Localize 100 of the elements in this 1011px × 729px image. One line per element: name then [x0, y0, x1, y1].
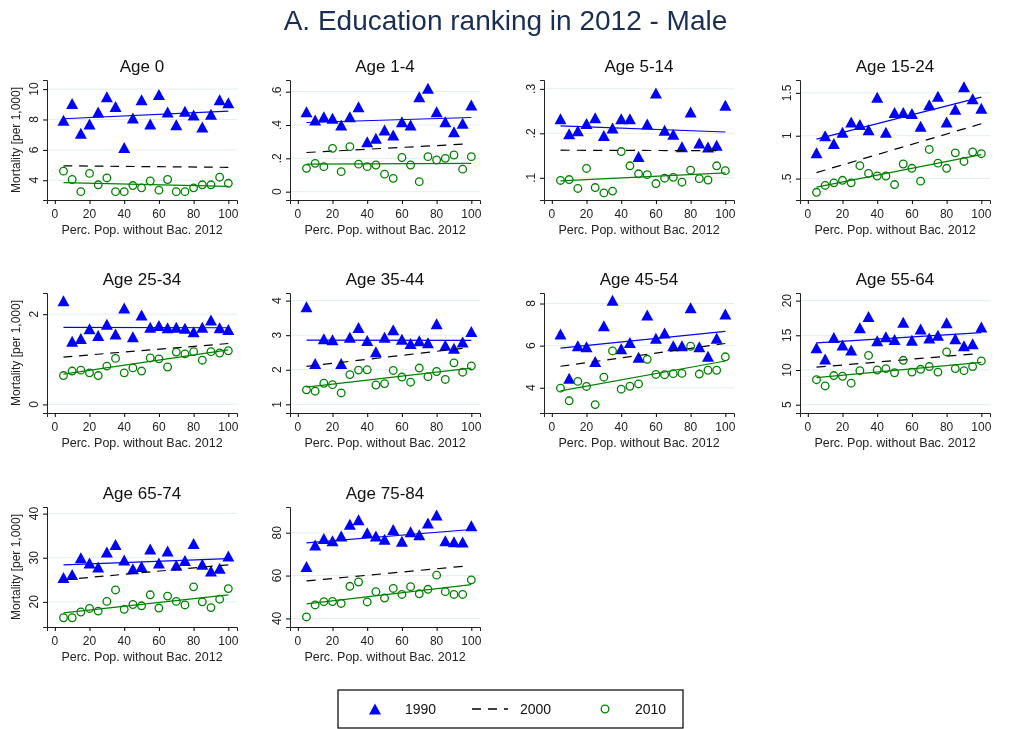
- point: [976, 149, 986, 159]
- chart-title: Age 35-44: [345, 270, 425, 289]
- point: [135, 309, 148, 321]
- point: [352, 514, 365, 526]
- x-axis-title: Perc. Pop. without Bac. 2012: [304, 223, 466, 237]
- point: [336, 388, 346, 398]
- y-tick-label: 15: [780, 328, 794, 342]
- x-tick-label: 0: [294, 634, 302, 648]
- point: [634, 379, 644, 389]
- y-tick-label: 10: [27, 82, 41, 96]
- x-tick-label: 80: [939, 207, 954, 221]
- point: [599, 188, 609, 198]
- point: [404, 337, 417, 349]
- point: [810, 147, 823, 159]
- point: [352, 322, 365, 334]
- point: [616, 384, 626, 394]
- x-tick-label: 100: [218, 634, 239, 648]
- point: [310, 158, 320, 168]
- point: [933, 158, 943, 168]
- point: [836, 339, 849, 351]
- x-tick-label: 40: [870, 207, 885, 221]
- x-tick-label: 40: [360, 634, 375, 648]
- point: [109, 328, 122, 340]
- point: [380, 593, 390, 603]
- point: [440, 153, 450, 163]
- point: [812, 187, 821, 197]
- y-tick-label: 2: [27, 310, 41, 318]
- point: [189, 347, 199, 357]
- point: [440, 587, 450, 597]
- x-tick-label: 80: [186, 634, 201, 648]
- point: [838, 371, 847, 381]
- point: [606, 294, 619, 306]
- x-tick-label: 60: [152, 634, 166, 648]
- point: [465, 325, 478, 337]
- point: [67, 366, 77, 376]
- point: [222, 97, 235, 109]
- point: [154, 354, 164, 364]
- y-tick-label: 3: [270, 331, 284, 339]
- point: [144, 321, 157, 333]
- x-tick-label: 40: [870, 420, 885, 434]
- point: [111, 187, 120, 197]
- point: [76, 365, 86, 375]
- x-axis-title: Perc. Pop. without Bac. 2012: [61, 223, 223, 237]
- point: [905, 334, 918, 346]
- point: [907, 163, 917, 173]
- point: [76, 607, 86, 617]
- x-tick-label: 40: [117, 207, 132, 221]
- point: [414, 589, 424, 599]
- point: [456, 336, 469, 348]
- x-axis-title: Perc. Pop. without Bac. 2012: [558, 436, 720, 450]
- point: [378, 331, 391, 343]
- point: [100, 318, 113, 330]
- point: [102, 361, 112, 371]
- y-tick-label: 0: [270, 188, 284, 196]
- point: [881, 171, 891, 181]
- x-tick-label: 100: [461, 634, 482, 648]
- x-axis-title: Perc. Pop. without Bac. 2012: [304, 436, 466, 450]
- point: [838, 175, 847, 185]
- point: [898, 355, 908, 365]
- x-tick-label: 80: [186, 420, 201, 434]
- point: [976, 356, 986, 366]
- point: [432, 570, 442, 580]
- point: [196, 558, 209, 570]
- point: [897, 316, 910, 328]
- y-tick-label: 2: [270, 366, 284, 374]
- chart-title: Age 0: [119, 57, 165, 76]
- x-axis-title: Perc. Pop. without Bac. 2012: [61, 436, 223, 450]
- x-tick-label: 0: [548, 420, 556, 434]
- point: [556, 175, 565, 185]
- point: [92, 561, 105, 573]
- x-tick-label: 80: [186, 207, 201, 221]
- point: [319, 162, 329, 172]
- y-tick-label: 80: [270, 525, 284, 540]
- point: [458, 367, 468, 377]
- point: [677, 368, 687, 378]
- x-tick-label: 0: [51, 634, 59, 648]
- point: [466, 575, 476, 585]
- point: [623, 113, 636, 125]
- x-tick-label: 20: [82, 420, 97, 434]
- point: [300, 301, 313, 313]
- y-tick-label: 4: [270, 296, 284, 304]
- point: [66, 335, 79, 347]
- point: [667, 128, 680, 140]
- x-tick-label: 80: [683, 207, 698, 221]
- chart-title: Age 45-54: [599, 270, 679, 289]
- point: [597, 320, 610, 332]
- point: [582, 382, 591, 391]
- point: [102, 596, 112, 606]
- point: [975, 102, 988, 114]
- x-tick-label: 80: [683, 420, 698, 434]
- point: [336, 167, 346, 177]
- point: [406, 582, 416, 592]
- point: [872, 171, 882, 181]
- point: [310, 386, 320, 396]
- point: [710, 139, 723, 151]
- point: [100, 91, 113, 103]
- point: [651, 370, 661, 379]
- point: [862, 311, 875, 323]
- point: [109, 101, 122, 113]
- point: [829, 371, 839, 380]
